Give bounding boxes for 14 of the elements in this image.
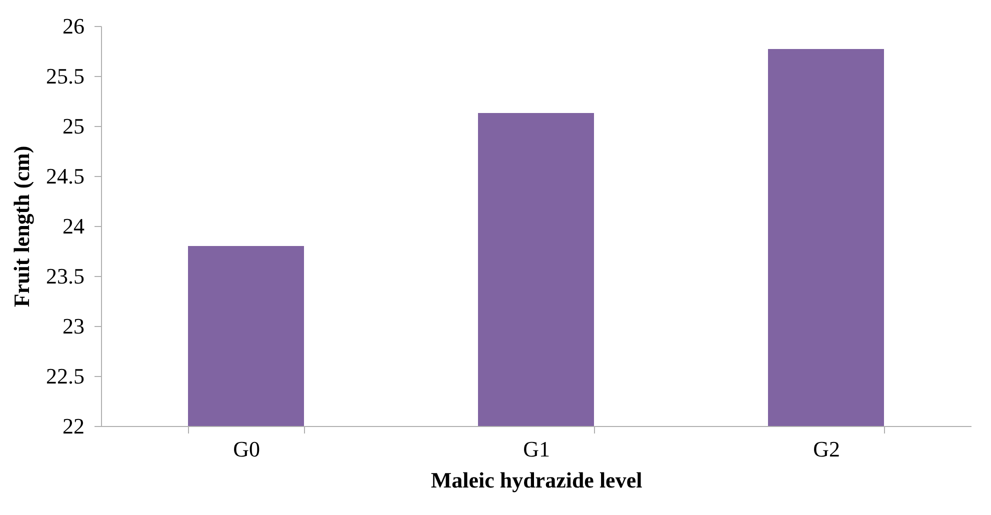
y-tick-label: 24 (62, 214, 84, 238)
x-tick-label: G2 (813, 436, 840, 462)
y-axis-title: Fruit length (cm) (9, 146, 34, 308)
y-tick-label: 25 (62, 114, 84, 138)
x-tick-label: G0 (233, 436, 260, 462)
y-tick-label: 25.5 (46, 64, 84, 88)
y-tick-label: 24.5 (46, 164, 84, 188)
x-tick-label: G1 (523, 436, 550, 462)
x-axis-title: Maleic hydrazide level (430, 468, 642, 492)
y-tick-label: 26 (62, 14, 84, 38)
y-tick-label: 22 (62, 414, 84, 438)
y-tick-label: 23 (62, 314, 84, 338)
y-tick-label: 23.5 (46, 264, 84, 288)
y-tick-label: 22.5 (46, 364, 84, 388)
